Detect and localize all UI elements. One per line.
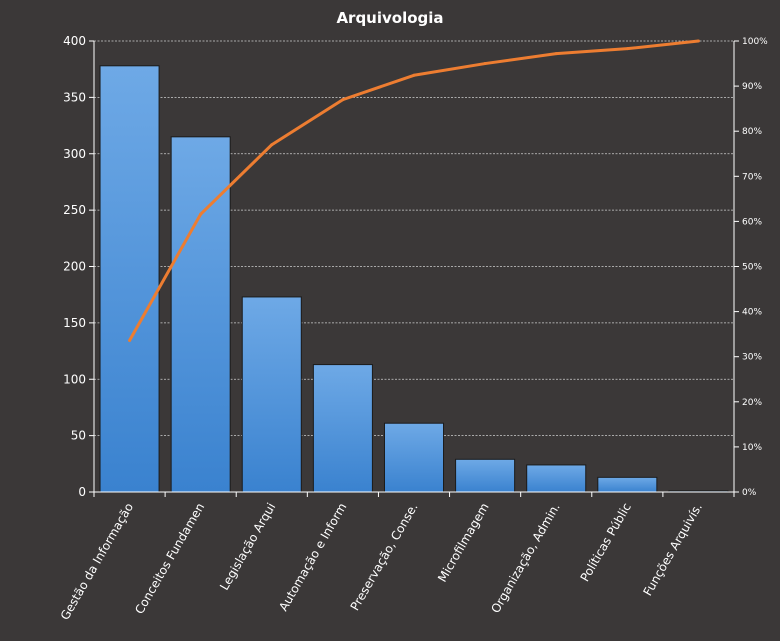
right-tick-label: 100% xyxy=(742,37,768,47)
bar-1 xyxy=(99,65,160,493)
left-tick-label: 300 xyxy=(63,147,86,161)
right-tick-label: 0% xyxy=(742,488,757,498)
line-point-9 xyxy=(696,39,700,43)
right-tick-label: 70% xyxy=(742,172,762,182)
left-axis-ticks: 0 50 100 150 200 250 300 350 400 xyxy=(63,34,86,499)
category-label-1: Gestão da Informação xyxy=(58,501,136,623)
category-label-6: Microfilmagem xyxy=(435,500,492,584)
right-tick-label: 30% xyxy=(742,353,762,363)
left-tick-label: 200 xyxy=(63,260,86,274)
line-point-1 xyxy=(128,338,132,342)
cumulative-line-series xyxy=(128,39,700,342)
bar-4 xyxy=(312,364,373,493)
bar-3 xyxy=(241,296,302,493)
line-point-4 xyxy=(341,98,345,102)
left-tick-label: 350 xyxy=(63,90,86,104)
left-tick-label: 100 xyxy=(63,372,86,386)
right-tick-label: 80% xyxy=(742,127,762,137)
bar-2 xyxy=(170,136,231,493)
line-point-2 xyxy=(199,212,203,216)
right-tick-label: 40% xyxy=(742,308,762,318)
bar-5 xyxy=(383,422,445,493)
right-tick-label: 20% xyxy=(742,398,762,408)
chart-title: Arquivologia xyxy=(336,9,443,27)
category-label-9: Funções Arquivís. xyxy=(640,501,705,599)
category-label-3: Legislação Arqui xyxy=(217,501,278,593)
line-point-6 xyxy=(483,62,487,66)
bar-7 xyxy=(526,464,587,493)
left-tick-label: 400 xyxy=(63,34,86,48)
category-label-2: Conceitos Fundamen xyxy=(132,501,207,617)
right-axis-ticks: 0% 10% 20% 30% 40% 50% 60% 70% 80% 90% 100% xyxy=(742,37,768,498)
category-label-7: Organização, Admin. xyxy=(488,501,562,616)
bar-6 xyxy=(455,458,516,493)
right-tick-label: 50% xyxy=(742,263,762,273)
line-point-7 xyxy=(554,52,558,56)
line-point-8 xyxy=(625,47,629,51)
right-tick-label: 90% xyxy=(742,82,762,92)
left-tick-label: 150 xyxy=(63,316,86,330)
left-tick-label: 0 xyxy=(78,485,86,499)
line-point-3 xyxy=(270,143,274,147)
bar-series xyxy=(99,65,729,493)
category-label-5: Preservação, Conse. xyxy=(348,501,421,613)
axes xyxy=(89,40,739,497)
left-tick-label: 250 xyxy=(63,203,86,217)
left-tick-label: 50 xyxy=(71,429,86,443)
line-point-5 xyxy=(412,73,416,77)
right-tick-label: 10% xyxy=(742,443,762,453)
bar-8 xyxy=(597,476,658,493)
category-label-8: Políticas Públic xyxy=(578,501,634,585)
category-label-4: Automação e Inform xyxy=(276,501,349,614)
right-tick-label: 60% xyxy=(742,217,762,227)
